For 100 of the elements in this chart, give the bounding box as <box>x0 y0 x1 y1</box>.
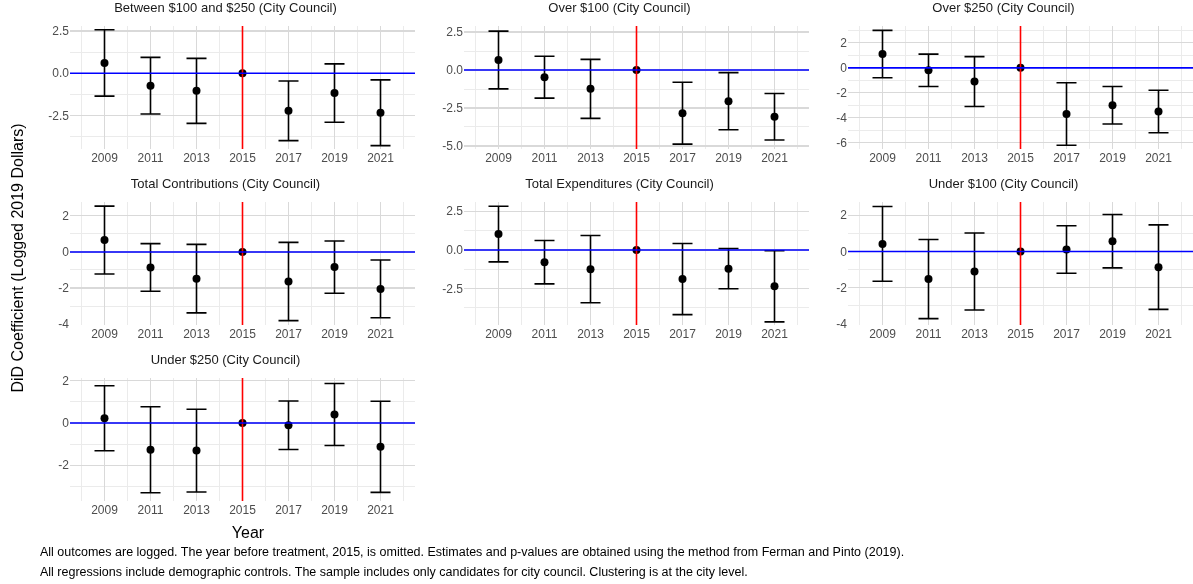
x-tick-label: 2021 <box>761 327 789 341</box>
point <box>586 84 595 93</box>
point <box>540 258 549 267</box>
x-tick-label: 2021 <box>367 503 395 517</box>
x-tick-label: 2013 <box>961 151 989 165</box>
point <box>146 263 155 272</box>
y-tick-label: 0 <box>62 245 70 260</box>
y-tick-label: 2.5 <box>446 25 464 40</box>
y-tick-label: 2 <box>840 36 848 51</box>
point <box>970 77 979 86</box>
point <box>878 239 887 248</box>
y-tick-label: -2 <box>58 281 70 296</box>
y-tick-label: -2.5 <box>48 108 70 123</box>
x-tick-label: 2009 <box>869 151 897 165</box>
y-tick-label: 0 <box>62 416 70 431</box>
x-tick-label: 2013 <box>577 151 605 165</box>
x-tick-label: 2009 <box>91 503 119 517</box>
x-tick-label: 2017 <box>275 151 303 165</box>
x-tick-label: 2017 <box>669 151 697 165</box>
y-tick-label: 2 <box>62 373 70 388</box>
y-tick-label: 0 <box>840 61 848 76</box>
x-tick-label: 2011 <box>531 151 558 165</box>
x-tick-label: 2015 <box>229 327 257 341</box>
point <box>330 410 339 419</box>
x-tick-label: 2019 <box>321 151 349 165</box>
point <box>284 277 293 286</box>
x-tick-label: 2021 <box>1145 327 1173 341</box>
x-tick-label: 2011 <box>915 151 942 165</box>
point <box>192 274 201 283</box>
x-tick-label: 2015 <box>623 151 651 165</box>
point <box>1062 110 1071 119</box>
x-tick-label: 2015 <box>229 151 257 165</box>
x-tick-label: 2013 <box>183 327 211 341</box>
point <box>100 236 109 245</box>
y-tick-label: 2 <box>62 209 70 224</box>
x-tick-label: 2019 <box>715 327 743 341</box>
point <box>376 108 385 117</box>
point <box>192 86 201 95</box>
x-tick-label: 2015 <box>1007 151 1035 165</box>
text: All outcomes are logged. The year before treatment, 2015, is omitted. Estimates and p-values are obtained using the method from Ferman and Pinto (2019). <box>40 545 905 559</box>
point <box>494 230 503 239</box>
x-tick-label: 2019 <box>321 503 349 517</box>
point <box>192 446 201 455</box>
x-tick-label: 2019 <box>321 327 349 341</box>
x-tick-label: 2021 <box>761 151 789 165</box>
x-tick-label: 2009 <box>91 151 119 165</box>
y-tick-label: -4 <box>836 110 848 125</box>
point <box>284 106 293 115</box>
point <box>1154 263 1163 272</box>
y-tick-label: -4 <box>836 317 848 332</box>
y-tick-label: 2.5 <box>52 24 70 39</box>
x-tick-label: 2017 <box>669 327 697 341</box>
x-tick-label: 2019 <box>715 151 743 165</box>
x-tick-label: 2009 <box>485 327 513 341</box>
point <box>724 264 733 273</box>
point <box>1108 101 1117 110</box>
x-tick-label: 2021 <box>367 327 395 341</box>
chart-title: Total Expenditures (City Council) <box>525 175 714 191</box>
x-tick-label: 2015 <box>623 327 651 341</box>
x-tick-label: 2009 <box>91 327 119 341</box>
x-tick-label: 2011 <box>915 327 942 341</box>
x-tick-label: 2011 <box>531 327 558 341</box>
point <box>100 414 109 423</box>
point <box>146 81 155 90</box>
chart-title: Over $100 (City Council) <box>548 0 691 15</box>
point <box>586 265 595 274</box>
point <box>770 112 779 121</box>
y-tick-label: 2.5 <box>446 204 464 219</box>
x-tick-label: 2013 <box>577 327 605 341</box>
x-tick-label: 2011 <box>137 151 164 165</box>
x-tick-label: 2011 <box>137 503 164 517</box>
x-tick-label: 2015 <box>1007 327 1035 341</box>
x-tick-label: 2019 <box>1099 327 1127 341</box>
x-tick-label: 2021 <box>367 151 395 165</box>
y-tick-label: -5.0 <box>442 139 464 154</box>
x-tick-label: 2017 <box>275 503 303 517</box>
point <box>1108 237 1117 246</box>
chart-title: Under $250 (City Council) <box>150 351 301 367</box>
point <box>678 109 687 118</box>
point <box>924 275 933 284</box>
x-tick-label: 2009 <box>869 327 897 341</box>
x-tick-label: 2017 <box>1053 327 1081 341</box>
y-tick-label: -2.5 <box>442 281 464 296</box>
x-tick-label: 2013 <box>183 503 211 517</box>
x-tick-label: 2011 <box>137 327 164 341</box>
x-tick-label: 2017 <box>1053 151 1081 165</box>
point <box>100 58 109 67</box>
chart-title: Between $100 and $250 (City Council) <box>114 0 337 15</box>
y-tick-label: -2 <box>58 458 70 473</box>
x-tick-label: 2021 <box>1145 151 1173 165</box>
chart-title: Over $250 (City Council) <box>932 0 1075 15</box>
x-tick-label: 2015 <box>229 503 257 517</box>
chart-title: Total Contributions (City Council) <box>130 175 321 191</box>
y-tick-label: -2 <box>836 281 848 296</box>
point <box>970 267 979 276</box>
x-tick-label: 2019 <box>1099 151 1127 165</box>
y-tick-label: 2 <box>840 208 848 223</box>
point <box>330 263 339 272</box>
point <box>146 445 155 454</box>
y-tick-label: 0.0 <box>52 66 70 81</box>
